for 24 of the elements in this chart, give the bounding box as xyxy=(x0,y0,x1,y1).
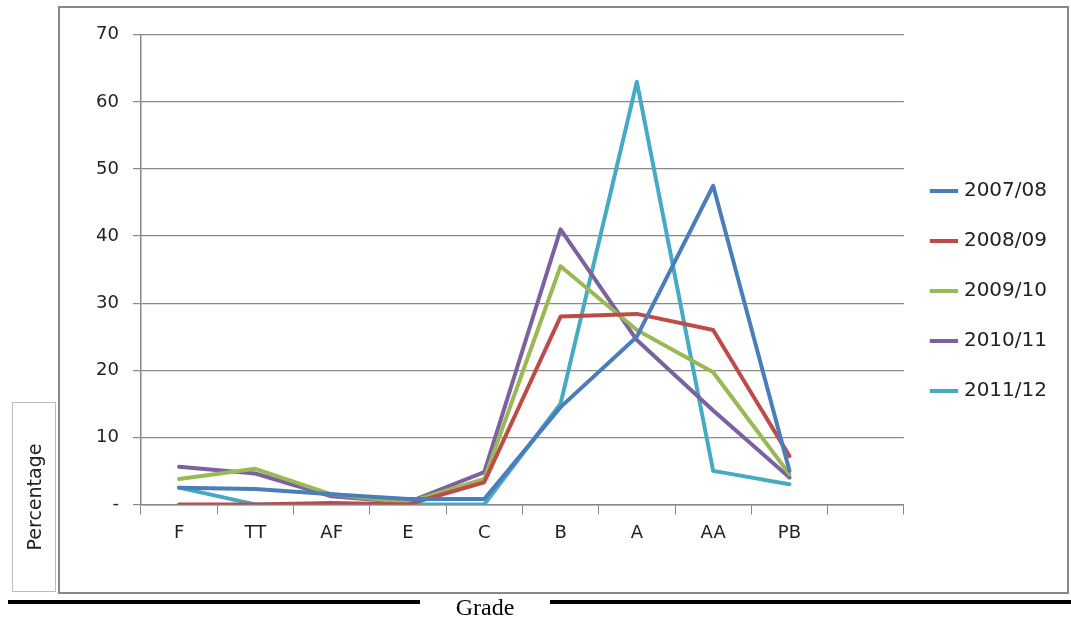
x-axis-title: Grade xyxy=(420,594,550,621)
y-tick-label: 50 xyxy=(96,156,119,178)
y-tick-label: 10 xyxy=(96,424,119,446)
y-axis-title: Percentage xyxy=(23,443,45,551)
x-tick-label: C xyxy=(477,520,491,542)
y-tick-label: 60 xyxy=(96,89,119,111)
x-tick-label: A xyxy=(630,520,644,542)
x-tick-label: E xyxy=(402,520,414,542)
y-tick-label: - xyxy=(112,492,119,514)
y-tick-label: 40 xyxy=(96,223,119,245)
legend-label: 2010/11 xyxy=(963,327,1048,352)
x-tick-label: F xyxy=(173,520,185,542)
x-tick-label: B xyxy=(554,520,567,542)
x-tick-label: AA xyxy=(700,520,727,542)
legend-label: 2008/09 xyxy=(963,227,1048,252)
y-tick-label: 70 xyxy=(96,22,119,44)
y-tick-label: 30 xyxy=(96,290,119,312)
x-tick-label: TT xyxy=(243,520,268,542)
x-tick-label: PB xyxy=(777,520,802,542)
x-tick-label: AF xyxy=(320,520,343,542)
legend-label: 2007/08 xyxy=(963,177,1048,202)
legend-label: 2009/10 xyxy=(963,277,1048,302)
legend-label: 2011/12 xyxy=(963,377,1048,402)
y-tick-label: 20 xyxy=(96,357,119,379)
